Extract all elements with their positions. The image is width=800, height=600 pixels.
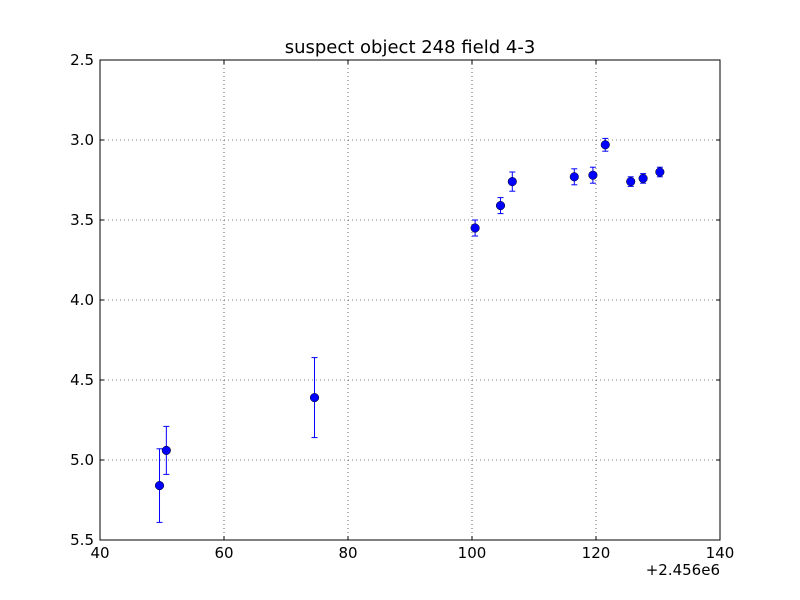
data-point [470,223,480,233]
data-point [309,393,320,403]
axis-ticks: 40 60 80 100 120 140 2.5 3.0 3.5 4.0 4.5 5.0 5.5 [70,51,734,562]
grid-lines [100,60,720,540]
y-tick-label: 4.5 [70,371,94,389]
x-tick-label: 60 [214,544,233,562]
y-tick-label: 2.5 [70,51,94,69]
x-offset-label: +2.456e6 [646,561,720,579]
x-tick-label: 40 [90,544,109,562]
data-point [161,445,171,455]
y-tick-label: 5.0 [70,451,94,469]
y-tick-label: 3.5 [70,211,94,229]
chart-title: suspect object 248 field 4-3 [285,37,536,58]
data-series [154,137,665,523]
y-tick-label: 3.0 [70,131,94,149]
data-point [626,177,636,187]
x-tick-label: 100 [458,544,487,562]
data-point [507,177,517,187]
data-point [569,172,579,182]
data-point [600,140,610,150]
x-tick-label: 140 [706,544,735,562]
x-tick-label: 80 [338,544,357,562]
data-point [495,201,506,211]
data-point [588,170,598,180]
x-tick-label: 120 [582,544,611,562]
data-point [655,167,665,177]
data-point [638,173,648,183]
y-tick-label: 5.5 [70,531,94,549]
data-point [154,481,165,491]
y-tick-label: 4.0 [70,291,94,309]
